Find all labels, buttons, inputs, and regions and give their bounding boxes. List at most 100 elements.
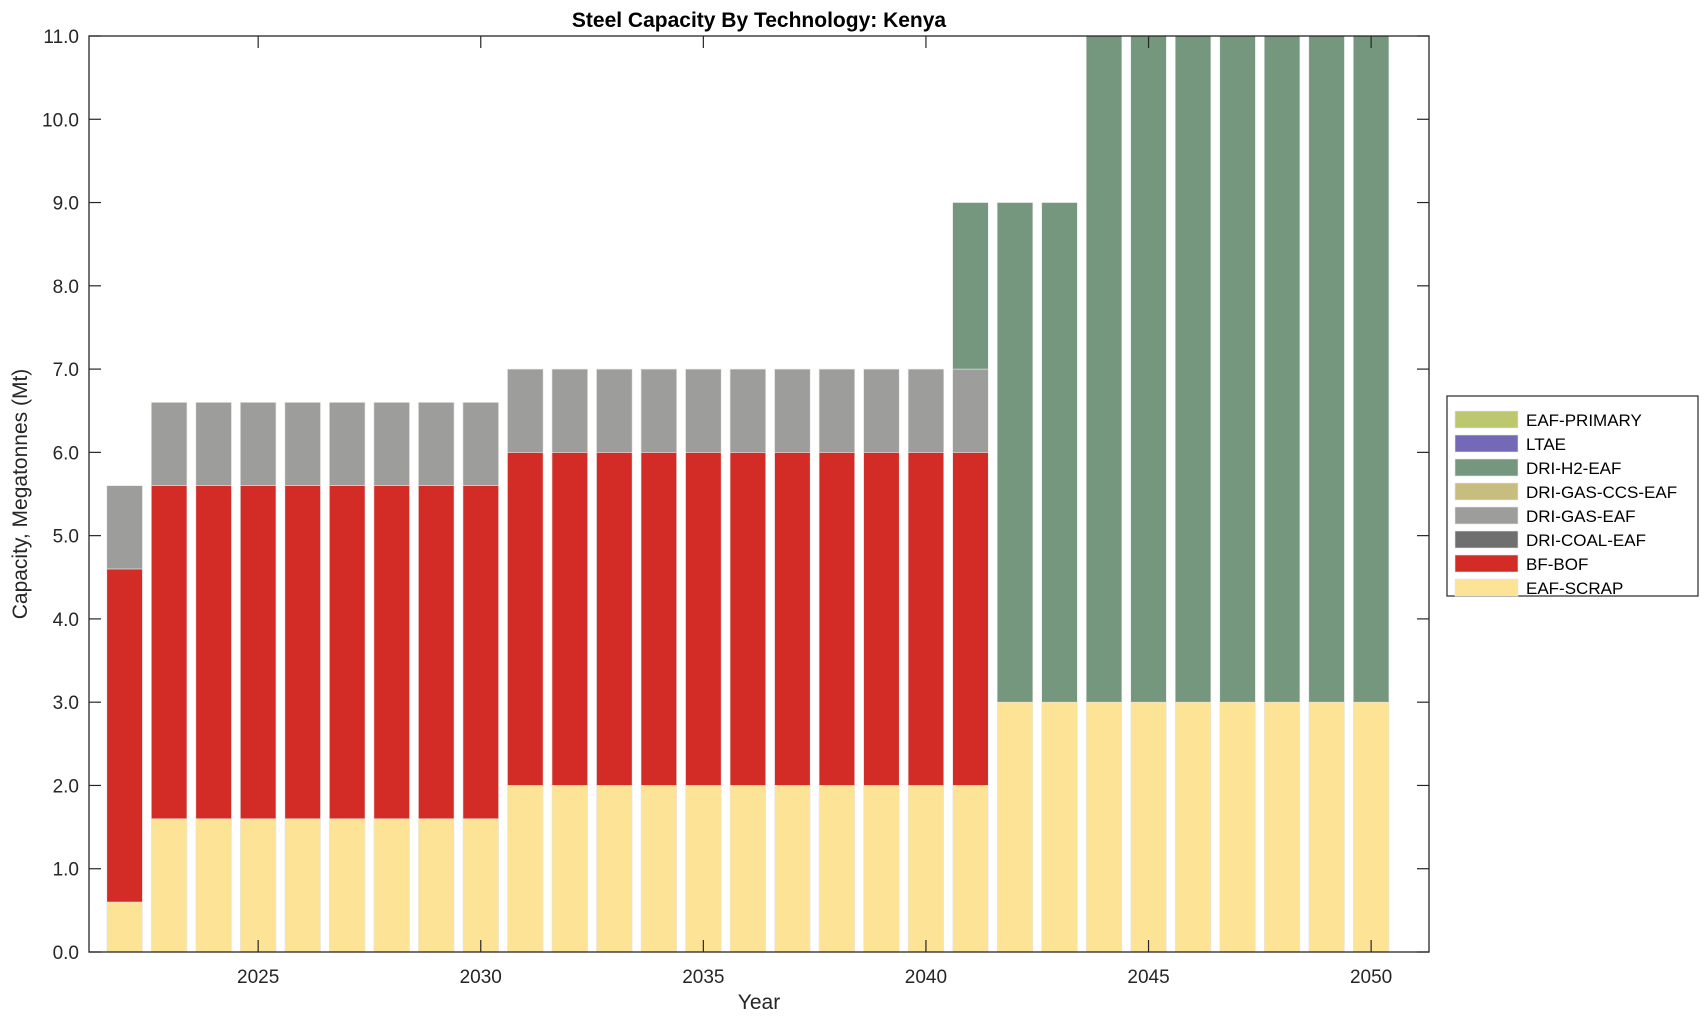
bar-eaf-scrap-2024 [195, 818, 232, 953]
bar-dri-h2-eaf-2048 [1263, 35, 1301, 703]
bar-dri-gas-eaf-2036 [729, 368, 766, 453]
bar-bf-bof-2029 [418, 485, 455, 820]
bar-dri-gas-eaf-2041 [952, 368, 989, 453]
bar-dri-gas-eaf-2024 [195, 402, 232, 486]
bar-bf-bof-2038 [818, 452, 856, 786]
x-tick-label: 2025 [237, 967, 279, 988]
bar-eaf-scrap-2022 [106, 901, 143, 953]
bar-bf-bof-2031 [507, 452, 544, 786]
bar-dri-gas-eaf-2027 [329, 402, 366, 486]
bar-eaf-scrap-2031 [507, 785, 544, 953]
legend-label-dri-gas-ccs-eaf: DRI-GAS-CCS-EAF [1526, 483, 1677, 502]
bar-eaf-scrap-2037 [774, 785, 811, 953]
bar-bf-bof-2041 [952, 452, 989, 786]
plot-area-frame [88, 35, 1430, 953]
legend-swatch-ltae [1454, 434, 1519, 453]
bar-eaf-scrap-2028 [373, 818, 410, 953]
bar-bf-bof-2037 [774, 452, 811, 786]
x-tick-label: 2040 [905, 967, 947, 988]
legend-label-ltae: LTAE [1526, 435, 1566, 454]
legend-swatch-bf-bof [1454, 554, 1519, 573]
legend-label-dri-coal-eaf: DRI-COAL-EAF [1526, 531, 1646, 550]
bar-eaf-scrap-2038 [818, 785, 856, 953]
legend-label-eaf-primary: EAF-PRIMARY [1526, 411, 1642, 430]
y-tick-label: 9.0 [53, 194, 79, 215]
bar-dri-gas-eaf-2037 [774, 368, 811, 453]
bar-dri-h2-eaf-2046 [1174, 35, 1212, 703]
bar-dri-h2-eaf-2044 [1085, 35, 1123, 703]
bar-dri-gas-eaf-2026 [284, 402, 321, 486]
bar-bf-bof-2039 [863, 452, 900, 786]
x-tick-label: 2045 [1127, 967, 1169, 988]
y-tick-label: 11.0 [43, 27, 79, 48]
bar-bf-bof-2026 [284, 485, 321, 820]
bar-eaf-scrap-2023 [151, 818, 188, 953]
bar-eaf-scrap-2027 [329, 818, 366, 953]
bar-dri-gas-eaf-2033 [596, 368, 633, 453]
bar-eaf-scrap-2047 [1219, 701, 1256, 953]
bar-dri-gas-eaf-2022 [106, 485, 143, 570]
legend-label-dri-h2-eaf: DRI-H2-EAF [1526, 459, 1621, 478]
bar-bf-bof-2033 [596, 452, 633, 786]
bar-eaf-scrap-2050 [1353, 701, 1390, 953]
bar-bf-bof-2023 [151, 485, 188, 820]
legend-label-bf-bof: BF-BOF [1526, 555, 1588, 574]
bar-dri-gas-eaf-2029 [418, 402, 455, 486]
bar-dri-gas-eaf-2025 [240, 402, 277, 486]
legend-swatch-eaf-primary [1454, 410, 1519, 429]
bar-eaf-scrap-2034 [640, 785, 677, 953]
bar-bf-bof-2032 [551, 452, 588, 786]
x-tick-label: 2050 [1350, 967, 1392, 988]
x-tick-label: 2035 [682, 967, 724, 988]
bar-bf-bof-2022 [106, 568, 143, 903]
bar-dri-gas-eaf-2038 [818, 368, 856, 453]
bar-dri-gas-eaf-2034 [640, 368, 677, 453]
bar-eaf-scrap-2032 [551, 785, 588, 953]
chart-title: Steel Capacity By Technology: Kenya [572, 9, 947, 32]
bar-eaf-scrap-2046 [1174, 701, 1212, 953]
y-tick-label: 10.0 [42, 110, 79, 131]
bar-eaf-scrap-2035 [685, 785, 722, 953]
bar-dri-h2-eaf-2042 [996, 202, 1034, 703]
bar-bf-bof-2040 [907, 452, 945, 786]
y-tick-label: 4.0 [53, 610, 79, 631]
bar-eaf-scrap-2025 [240, 818, 277, 953]
bar-dri-h2-eaf-2041 [952, 202, 989, 370]
bar-eaf-scrap-2036 [729, 785, 766, 953]
bar-eaf-scrap-2030 [462, 818, 499, 953]
bar-eaf-scrap-2045 [1130, 701, 1167, 953]
legend-label-eaf-scrap: EAF-SCRAP [1526, 579, 1623, 598]
bar-eaf-scrap-2048 [1263, 701, 1301, 953]
bar-eaf-scrap-2044 [1085, 701, 1123, 953]
y-tick-label: 1.0 [53, 860, 79, 881]
bar-bf-bof-2030 [462, 485, 499, 820]
y-tick-label: 3.0 [53, 693, 79, 714]
bar-dri-gas-eaf-2039 [863, 368, 900, 453]
bar-bf-bof-2025 [240, 485, 277, 820]
bar-dri-gas-eaf-2030 [462, 402, 499, 486]
legend-swatch-dri-gas-eaf [1454, 506, 1519, 525]
legend-swatch-dri-h2-eaf [1454, 458, 1519, 477]
y-tick-label: 5.0 [53, 527, 79, 548]
bar-dri-h2-eaf-2047 [1219, 35, 1256, 703]
bar-bf-bof-2034 [640, 452, 677, 786]
bar-eaf-scrap-2039 [863, 785, 900, 953]
y-tick-label: 0.0 [53, 943, 79, 964]
x-tick-label: 2030 [460, 967, 502, 988]
bar-eaf-scrap-2026 [284, 818, 321, 953]
y-tick-label: 8.0 [53, 277, 79, 298]
y-tick-label: 7.0 [53, 360, 79, 381]
bar-dri-gas-eaf-2032 [551, 368, 588, 453]
bar-bf-bof-2027 [329, 485, 366, 820]
bar-dri-gas-eaf-2040 [907, 368, 945, 453]
legend: EAF-PRIMARY LTAE DRI-H2-EAF DRI-GAS-CCS-EAF… [1446, 395, 1699, 598]
bar-bf-bof-2036 [729, 452, 766, 786]
bar-eaf-scrap-2049 [1308, 701, 1345, 953]
x-axis: 2025 2030 2035 2040 2045 2050 [237, 36, 1392, 988]
legend-swatch-eaf-scrap [1454, 578, 1519, 597]
bar-eaf-scrap-2033 [596, 785, 633, 953]
bar-eaf-scrap-2029 [418, 818, 455, 953]
bar-dri-h2-eaf-2045 [1130, 35, 1167, 703]
y-axis-label: Capacity, Megatonnes (Mt) [9, 369, 32, 620]
bar-dri-gas-eaf-2035 [685, 368, 722, 453]
